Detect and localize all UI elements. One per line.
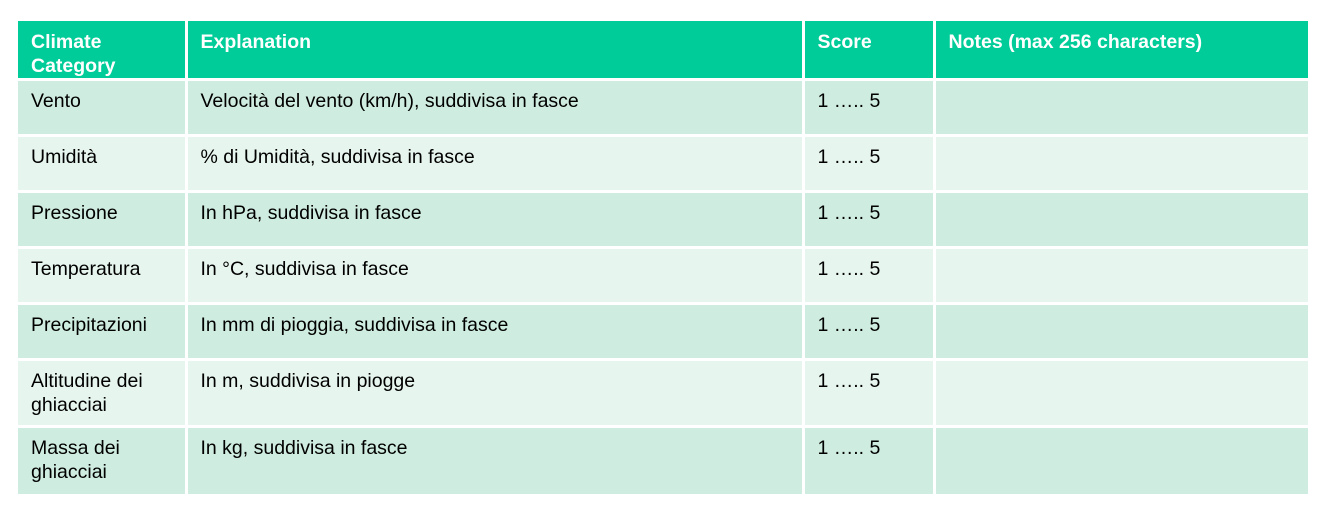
cell-category: Precipitazioni <box>18 302 188 361</box>
cell-notes[interactable] <box>932 190 1308 249</box>
cell-score: 1 ….. 5 <box>801 425 936 494</box>
cell-score: 1 ….. 5 <box>801 302 936 361</box>
header-notes: Notes (max 256 characters) <box>932 21 1308 81</box>
cell-category: Umidità <box>18 134 188 193</box>
cell-explanation: In hPa, suddivisa in fasce <box>184 190 805 249</box>
climate-score-table: Climate Category Explanation Score Notes… <box>18 21 1308 494</box>
cell-score: 1 ….. 5 <box>801 358 936 428</box>
table-body: Vento Velocità del vento (km/h), suddivi… <box>18 78 1308 494</box>
cell-notes[interactable] <box>932 78 1308 137</box>
cell-category: Altitudine dei ghiacciai <box>18 358 188 428</box>
cell-explanation: In °C, suddivisa in fasce <box>184 246 805 305</box>
cell-score: 1 ….. 5 <box>801 246 936 305</box>
cell-notes[interactable] <box>932 302 1308 361</box>
table-row: Temperatura In °C, suddivisa in fasce 1 … <box>18 246 1308 305</box>
cell-category: Temperatura <box>18 246 188 305</box>
table-row: Precipitazioni In mm di pioggia, suddivi… <box>18 302 1308 361</box>
cell-notes[interactable] <box>932 134 1308 193</box>
cell-explanation: % di Umidità, suddivisa in fasce <box>184 134 805 193</box>
header-climate-category: Climate Category <box>18 21 188 81</box>
table-header: Climate Category Explanation Score Notes… <box>18 21 1308 81</box>
table-row: Pressione In hPa, suddivisa in fasce 1 …… <box>18 190 1308 249</box>
header-score: Score <box>801 21 936 81</box>
table-row: Altitudine dei ghiacciai In m, suddivisa… <box>18 358 1308 428</box>
cell-notes[interactable] <box>932 425 1308 494</box>
cell-score: 1 ….. 5 <box>801 78 936 137</box>
cell-category: Vento <box>18 78 188 137</box>
header-row: Climate Category Explanation Score Notes… <box>18 21 1308 81</box>
cell-score: 1 ….. 5 <box>801 134 936 193</box>
table-row: Vento Velocità del vento (km/h), suddivi… <box>18 78 1308 137</box>
cell-explanation: In m, suddivisa in piogge <box>184 358 805 428</box>
climate-score-table-container: Climate Category Explanation Score Notes… <box>18 21 1308 494</box>
cell-score: 1 ….. 5 <box>801 190 936 249</box>
cell-explanation: In kg, suddivisa in fasce <box>184 425 805 494</box>
table-row: Massa dei ghiacciai In kg, suddivisa in … <box>18 425 1308 494</box>
cell-category: Massa dei ghiacciai <box>18 425 188 494</box>
cell-notes[interactable] <box>932 246 1308 305</box>
header-explanation: Explanation <box>184 21 805 81</box>
cell-explanation: Velocità del vento (km/h), suddivisa in … <box>184 78 805 137</box>
table-row: Umidità % di Umidità, suddivisa in fasce… <box>18 134 1308 193</box>
cell-notes[interactable] <box>932 358 1308 428</box>
cell-category: Pressione <box>18 190 188 249</box>
cell-explanation: In mm di pioggia, suddivisa in fasce <box>184 302 805 361</box>
